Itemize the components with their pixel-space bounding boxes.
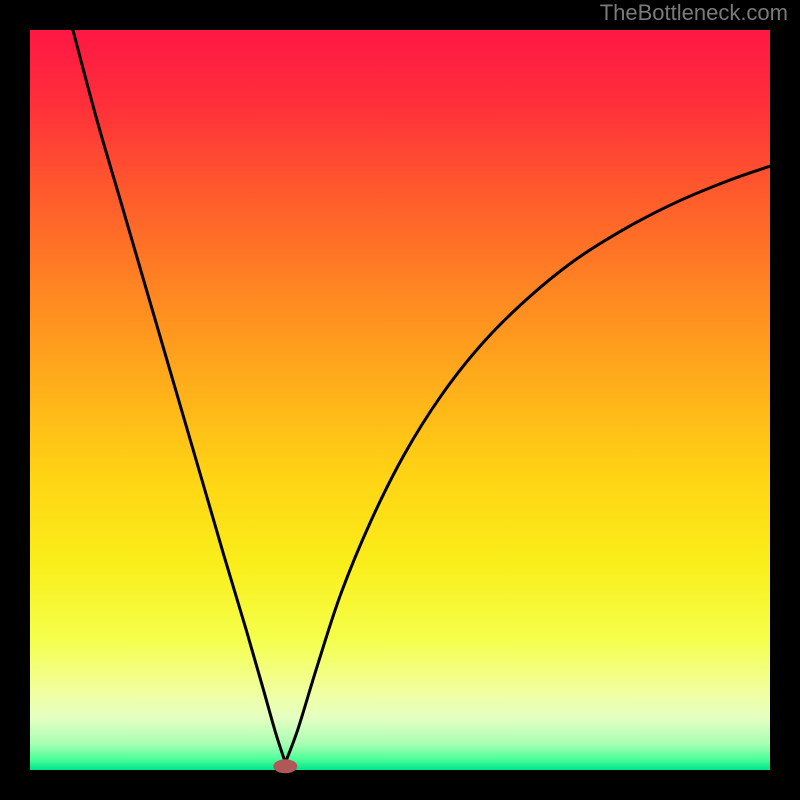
attribution-text: TheBottleneck.com [600,0,788,25]
optimal-point-marker [273,759,297,773]
chart-container: TheBottleneck.com [0,0,800,800]
plot-area [30,30,770,770]
